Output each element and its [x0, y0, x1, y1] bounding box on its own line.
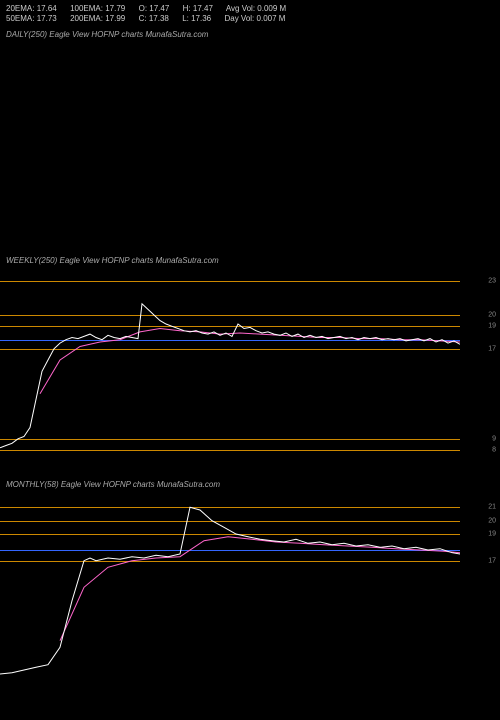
y-axis-label: 23: [488, 278, 496, 285]
daily-panel-title: DAILY(250) Eagle View HOFNP charts Munaf…: [6, 30, 208, 39]
series-line: [0, 304, 460, 448]
weekly-chart: 2320191798: [0, 270, 500, 450]
high-label: H:: [183, 4, 191, 13]
ema50-label: 50EMA:: [6, 14, 34, 23]
ema20-label: 20EMA:: [6, 4, 34, 13]
avgvol-value: 0.009 M: [257, 4, 286, 13]
y-axis-label: 9: [492, 435, 496, 442]
open-value: 17.47: [149, 4, 169, 13]
ema100-value: 17.79: [105, 4, 125, 13]
ema50-value: 17.73: [37, 14, 57, 23]
ema200-value: 17.99: [105, 14, 125, 23]
y-axis-label: 17: [488, 557, 496, 564]
dayvol-value: 0.007 M: [257, 14, 286, 23]
header-stats: 20EMA: 17.64 100EMA: 17.79 O: 17.47 H: 1…: [6, 4, 286, 25]
close-label: C:: [139, 14, 147, 23]
avgvol-label: Avg Vol:: [226, 4, 255, 13]
monthly-chart: 21 20 19 17: [0, 494, 500, 694]
y-axis-label: 20: [488, 517, 496, 524]
stats-row-2: 50EMA: 17.73 200EMA: 17.99 C: 17.38 L: 1…: [6, 14, 286, 24]
y-axis-label: 21: [488, 504, 496, 511]
y-axis-label: 17: [488, 345, 496, 352]
monthly-panel-title: MONTHLY(58) Eagle View HOFNP charts Muna…: [6, 480, 220, 489]
y-axis-label: 8: [492, 447, 496, 454]
series-line: [40, 329, 460, 394]
series-line: [0, 507, 460, 674]
weekly-panel-title: WEEKLY(250) Eagle View HOFNP charts Muna…: [6, 256, 219, 265]
price-svg: [0, 270, 460, 450]
high-value: 17.47: [193, 4, 213, 13]
open-label: O:: [139, 4, 147, 13]
y-axis-label: 20: [488, 312, 496, 319]
ema20-value: 17.64: [37, 4, 57, 13]
ema200-label: 200EMA:: [70, 14, 103, 23]
low-label: L:: [182, 14, 189, 23]
close-value: 17.38: [149, 14, 169, 23]
y-axis-label: 19: [488, 531, 496, 538]
series-line: [60, 537, 460, 641]
low-value: 17.36: [191, 14, 211, 23]
stats-row-1: 20EMA: 17.64 100EMA: 17.79 O: 17.47 H: 1…: [6, 4, 286, 14]
horizontal-line: [0, 450, 460, 451]
ema100-label: 100EMA:: [70, 4, 103, 13]
price-svg: [0, 494, 460, 694]
y-axis-label: 19: [488, 323, 496, 330]
dayvol-label: Day Vol:: [224, 14, 254, 23]
